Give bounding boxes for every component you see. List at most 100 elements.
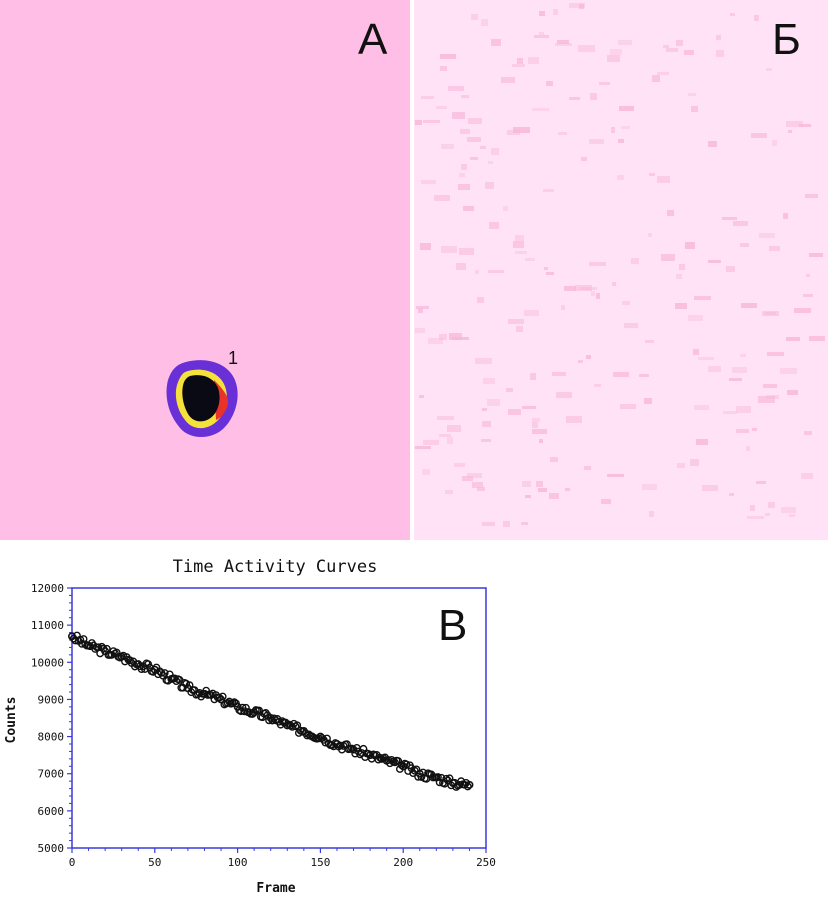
speckle (488, 161, 493, 164)
speckle (780, 368, 797, 374)
speckle (758, 396, 775, 403)
speckle (491, 39, 501, 46)
data-point-fill (374, 755, 383, 764)
speckle (489, 222, 499, 229)
x-tick-label: 250 (476, 856, 496, 869)
speckle (456, 263, 466, 270)
speckle (698, 357, 714, 360)
speckle (441, 246, 457, 253)
speckle (596, 293, 600, 299)
data-point-fill (97, 642, 106, 651)
speckle (675, 303, 687, 309)
speckle (561, 305, 565, 310)
speckle (575, 285, 592, 291)
speckle (589, 139, 604, 144)
x-tick-label: 50 (148, 856, 161, 869)
speckle (475, 270, 479, 274)
speckle (506, 388, 513, 392)
speckle (787, 390, 798, 395)
speckle (472, 482, 483, 488)
speckle (663, 45, 669, 48)
speckle (766, 68, 772, 71)
speckle (763, 384, 777, 388)
speckle (436, 106, 447, 109)
speckle (557, 40, 569, 44)
y-tick-label: 12000 (31, 582, 64, 595)
speckle (459, 248, 474, 255)
speckle (503, 206, 508, 211)
speckle (756, 481, 766, 484)
speckle (786, 337, 800, 341)
data-points (68, 631, 474, 791)
speckle (584, 466, 591, 470)
speckle (657, 72, 669, 75)
data-point-fill (369, 750, 378, 759)
speckle (644, 398, 652, 404)
speckle (578, 45, 595, 52)
data-point-fill (303, 731, 312, 740)
speckle (610, 49, 622, 55)
data-point-fill (323, 734, 331, 743)
speckle (677, 463, 685, 468)
speckle (723, 411, 737, 414)
speckle (639, 374, 649, 377)
speckle (539, 32, 544, 35)
panel-b-image: Б (414, 0, 828, 540)
speckle (471, 14, 478, 20)
data-point-fill (410, 766, 419, 775)
data-point-fill (71, 636, 80, 645)
panel-a-letter: А (358, 15, 388, 64)
panel-c-letter: В (438, 601, 468, 650)
speckle (461, 164, 467, 170)
data-point-fill (99, 644, 108, 653)
panel-c-chart: Time Activity Curves 5000 6000 7000 8000 900… (0, 548, 500, 900)
speckle (786, 121, 803, 127)
speckle (421, 96, 434, 99)
speckle (475, 358, 492, 364)
speckle (657, 176, 670, 183)
speckle (803, 294, 813, 297)
data-point-fill (195, 689, 204, 697)
speckle (447, 425, 461, 432)
data-point-fill (435, 778, 444, 787)
speckle (589, 262, 606, 266)
speckle (462, 476, 473, 481)
speckle (477, 297, 484, 303)
speckle (534, 35, 549, 38)
speckle (649, 511, 654, 517)
speckle (607, 55, 620, 62)
speckle (809, 253, 823, 257)
speckle (463, 206, 474, 211)
speckle (736, 406, 751, 413)
y-tick-label: 7000 (38, 768, 65, 781)
speckle (801, 473, 813, 479)
speckle (685, 242, 695, 249)
speckle (482, 408, 487, 411)
speckle (591, 291, 595, 296)
speckle (522, 406, 536, 409)
speckle (783, 213, 788, 219)
speckle (759, 233, 775, 238)
speckle (415, 328, 425, 333)
speckle (611, 127, 615, 133)
data-point-fill (160, 669, 169, 677)
speckle (729, 378, 742, 381)
speckle (732, 367, 747, 373)
speckle (679, 264, 685, 270)
speckle (741, 303, 757, 308)
speckle (423, 440, 439, 445)
data-point-fill (437, 773, 446, 782)
panel-b-letter: Б (772, 15, 801, 64)
speckle (546, 81, 553, 86)
panel-a-background (0, 0, 410, 540)
data-point-fill (293, 721, 302, 730)
speckle (569, 97, 580, 100)
speckle (789, 514, 795, 517)
speckle (736, 429, 749, 433)
speckle (532, 422, 538, 428)
speckle (420, 243, 431, 250)
panel-a-image: 1 А (0, 0, 410, 540)
speckle (481, 19, 488, 26)
speckle (419, 395, 424, 398)
speckle (538, 488, 547, 492)
